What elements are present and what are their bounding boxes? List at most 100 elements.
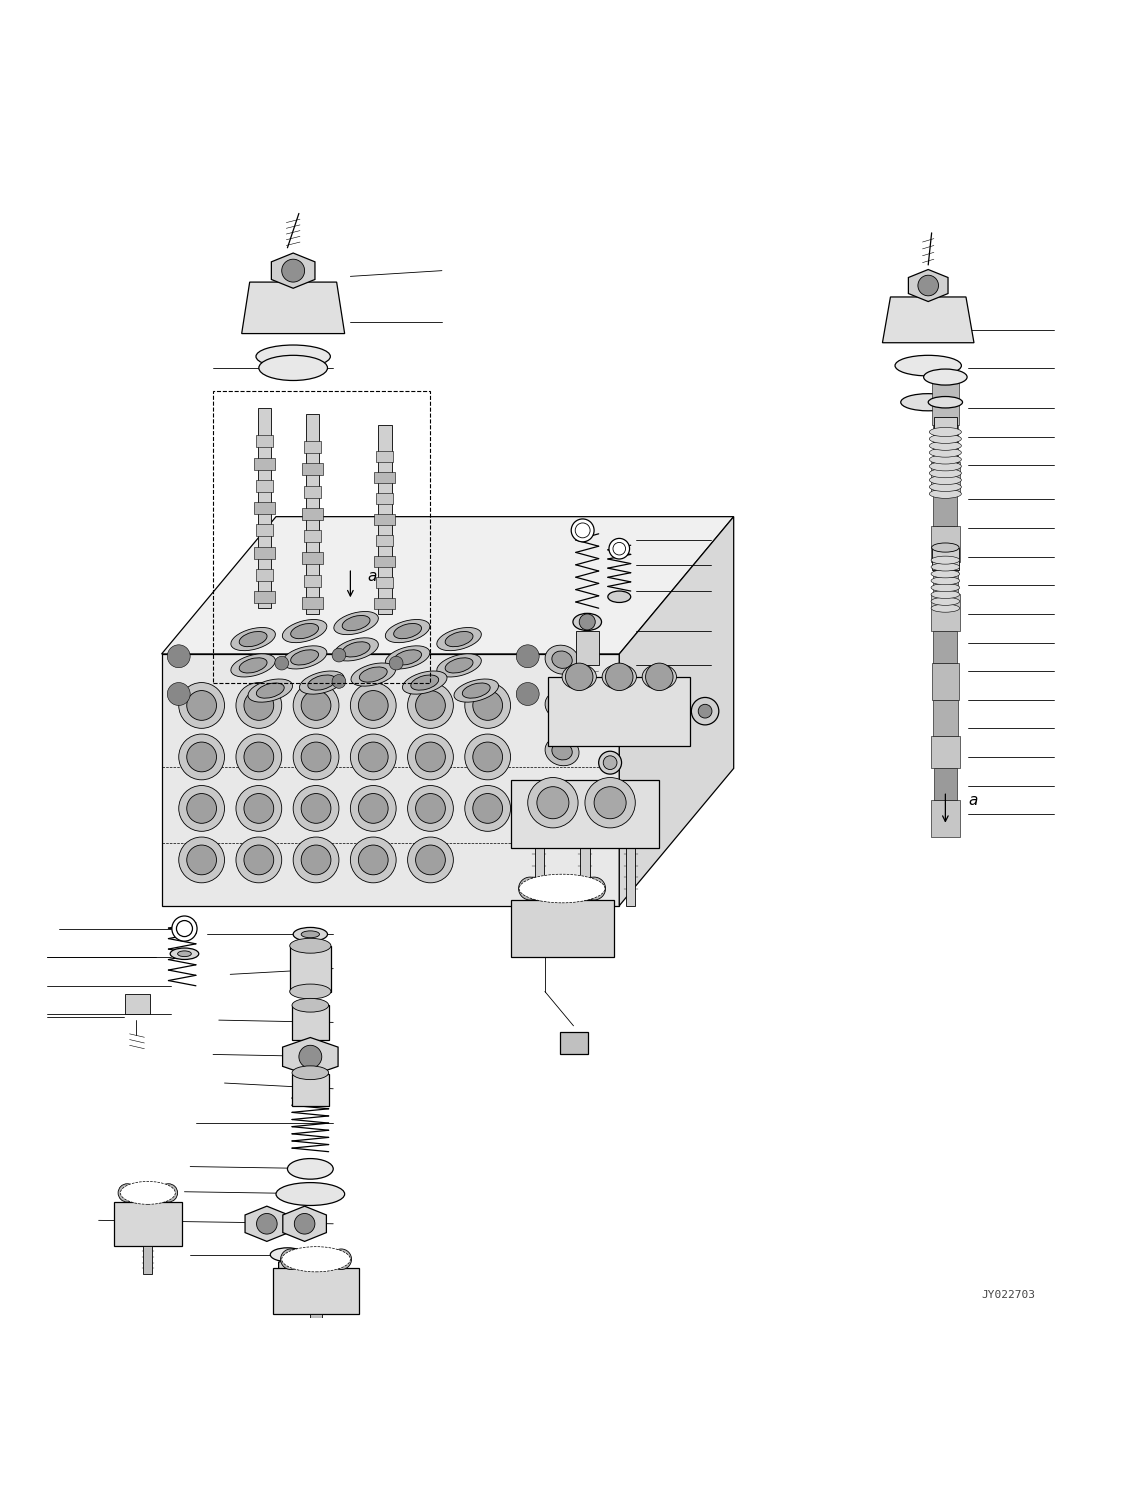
Circle shape (415, 845, 445, 875)
Circle shape (236, 734, 282, 780)
Polygon shape (933, 699, 958, 737)
Bar (255, 547, 275, 559)
Bar (560, 1032, 588, 1054)
Ellipse shape (545, 690, 579, 720)
Ellipse shape (307, 675, 336, 690)
Ellipse shape (290, 984, 331, 999)
Bar (374, 598, 395, 610)
Ellipse shape (929, 441, 961, 450)
Ellipse shape (929, 447, 961, 458)
Ellipse shape (393, 650, 421, 665)
Bar (114, 1202, 182, 1245)
Circle shape (299, 1045, 322, 1068)
Bar (125, 994, 150, 1014)
Ellipse shape (393, 623, 421, 638)
Ellipse shape (282, 619, 327, 643)
Ellipse shape (290, 623, 319, 638)
Bar (626, 848, 635, 905)
Ellipse shape (403, 671, 447, 695)
Circle shape (415, 690, 445, 720)
Circle shape (236, 683, 282, 728)
Circle shape (585, 777, 635, 828)
Circle shape (333, 674, 345, 689)
Bar (255, 458, 275, 470)
Circle shape (179, 683, 225, 728)
Circle shape (244, 690, 274, 720)
Circle shape (179, 836, 225, 883)
Ellipse shape (929, 489, 961, 498)
Circle shape (333, 649, 345, 662)
Circle shape (692, 698, 719, 725)
Circle shape (407, 786, 453, 832)
Circle shape (236, 786, 282, 832)
Polygon shape (931, 737, 960, 768)
Polygon shape (162, 517, 734, 655)
Ellipse shape (931, 604, 960, 613)
Ellipse shape (931, 590, 960, 598)
Bar (935, 502, 955, 513)
Text: a: a (968, 793, 977, 808)
Bar (937, 443, 954, 453)
Ellipse shape (276, 1182, 344, 1206)
Ellipse shape (931, 583, 960, 592)
Circle shape (167, 644, 190, 668)
Bar (213, 391, 430, 683)
Ellipse shape (931, 556, 960, 564)
Polygon shape (245, 1206, 289, 1242)
Polygon shape (279, 1251, 342, 1299)
Circle shape (159, 1184, 178, 1202)
Ellipse shape (462, 683, 490, 698)
Circle shape (415, 743, 445, 772)
Ellipse shape (599, 751, 622, 774)
Ellipse shape (342, 616, 370, 631)
Bar (256, 568, 273, 581)
Ellipse shape (294, 927, 328, 941)
Ellipse shape (282, 1246, 350, 1272)
Polygon shape (282, 1038, 338, 1077)
Circle shape (302, 845, 331, 875)
Circle shape (306, 1249, 327, 1269)
Ellipse shape (929, 482, 961, 492)
Ellipse shape (437, 628, 482, 650)
Ellipse shape (411, 675, 438, 690)
Circle shape (473, 743, 502, 772)
Ellipse shape (609, 538, 630, 559)
Circle shape (118, 1184, 136, 1202)
Circle shape (516, 644, 539, 668)
Ellipse shape (612, 543, 625, 555)
Ellipse shape (299, 671, 344, 695)
Bar (510, 780, 660, 848)
Circle shape (167, 683, 190, 705)
Ellipse shape (929, 462, 961, 471)
Ellipse shape (271, 1248, 305, 1261)
Circle shape (407, 683, 453, 728)
Ellipse shape (351, 663, 396, 686)
Bar (258, 409, 272, 608)
Circle shape (179, 734, 225, 780)
Bar (292, 1074, 329, 1106)
Ellipse shape (437, 655, 482, 677)
Ellipse shape (929, 428, 961, 437)
Circle shape (565, 663, 593, 690)
Polygon shape (242, 282, 344, 334)
Ellipse shape (642, 665, 677, 689)
Bar (535, 848, 544, 905)
Bar (376, 494, 393, 504)
Circle shape (257, 1214, 278, 1235)
Text: JY022703: JY022703 (982, 1290, 1036, 1300)
Polygon shape (272, 253, 315, 288)
Ellipse shape (445, 632, 473, 647)
Circle shape (465, 734, 510, 780)
Bar (303, 552, 323, 564)
Ellipse shape (931, 564, 960, 571)
Ellipse shape (895, 355, 961, 376)
Circle shape (295, 1214, 315, 1235)
Bar (931, 547, 959, 571)
Bar (256, 480, 273, 492)
Ellipse shape (931, 570, 960, 579)
Circle shape (281, 1249, 302, 1269)
Bar (376, 535, 393, 546)
Bar (304, 486, 321, 498)
Ellipse shape (256, 683, 284, 698)
Circle shape (350, 683, 396, 728)
